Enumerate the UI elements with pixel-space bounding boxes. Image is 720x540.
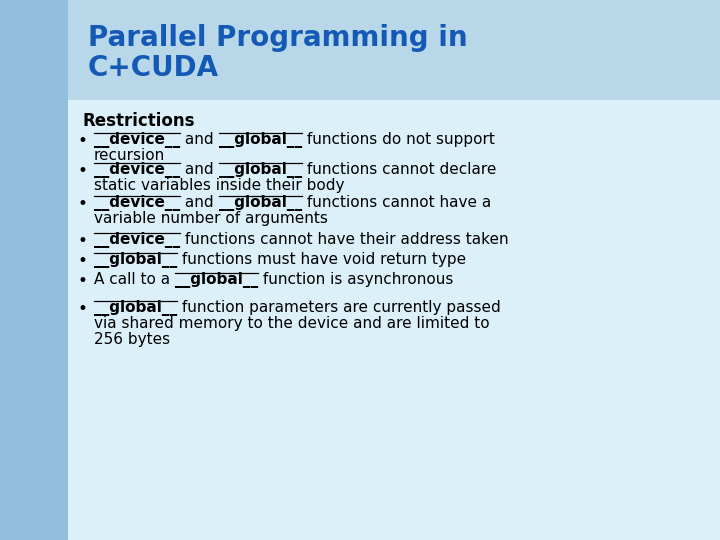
Text: Parallel Programming in: Parallel Programming in bbox=[88, 24, 467, 52]
Text: •: • bbox=[77, 232, 87, 250]
Text: and: and bbox=[180, 162, 219, 177]
Bar bbox=[0, 0, 68, 540]
Text: Restrictions: Restrictions bbox=[82, 112, 194, 130]
Text: A call to a: A call to a bbox=[94, 272, 175, 287]
Text: __global__: __global__ bbox=[219, 195, 302, 211]
Text: •: • bbox=[77, 132, 87, 150]
Text: functions cannot declare: functions cannot declare bbox=[302, 162, 496, 177]
Text: variable number of arguments: variable number of arguments bbox=[94, 211, 328, 226]
Text: __device__: __device__ bbox=[94, 195, 180, 211]
Bar bbox=[0, 0, 720, 100]
Text: •: • bbox=[77, 195, 87, 213]
Text: __device__: __device__ bbox=[94, 232, 180, 248]
Text: __global__: __global__ bbox=[94, 252, 177, 268]
Text: function parameters are currently passed: function parameters are currently passed bbox=[177, 300, 501, 315]
Text: __global__: __global__ bbox=[94, 300, 177, 316]
Text: C+CUDA: C+CUDA bbox=[88, 54, 219, 82]
Text: •: • bbox=[77, 162, 87, 180]
Text: __global__: __global__ bbox=[175, 272, 258, 288]
Text: functions do not support: functions do not support bbox=[302, 132, 495, 147]
Text: and: and bbox=[180, 195, 219, 210]
Text: __global__: __global__ bbox=[219, 132, 302, 148]
Text: •: • bbox=[77, 272, 87, 290]
Text: function is asynchronous: function is asynchronous bbox=[258, 272, 454, 287]
Text: static variables inside their body: static variables inside their body bbox=[94, 178, 344, 193]
Text: •: • bbox=[77, 252, 87, 270]
Text: functions cannot have their address taken: functions cannot have their address take… bbox=[180, 232, 509, 247]
Text: __global__: __global__ bbox=[219, 162, 302, 178]
Text: 256 bytes: 256 bytes bbox=[94, 332, 170, 347]
Text: recursion: recursion bbox=[94, 148, 166, 163]
Text: via shared memory to the device and are limited to: via shared memory to the device and are … bbox=[94, 316, 490, 331]
Text: functions cannot have a: functions cannot have a bbox=[302, 195, 491, 210]
Text: •: • bbox=[77, 300, 87, 318]
Text: __device__: __device__ bbox=[94, 132, 180, 148]
Text: functions must have void return type: functions must have void return type bbox=[177, 252, 467, 267]
Text: and: and bbox=[180, 132, 219, 147]
Text: __device__: __device__ bbox=[94, 162, 180, 178]
